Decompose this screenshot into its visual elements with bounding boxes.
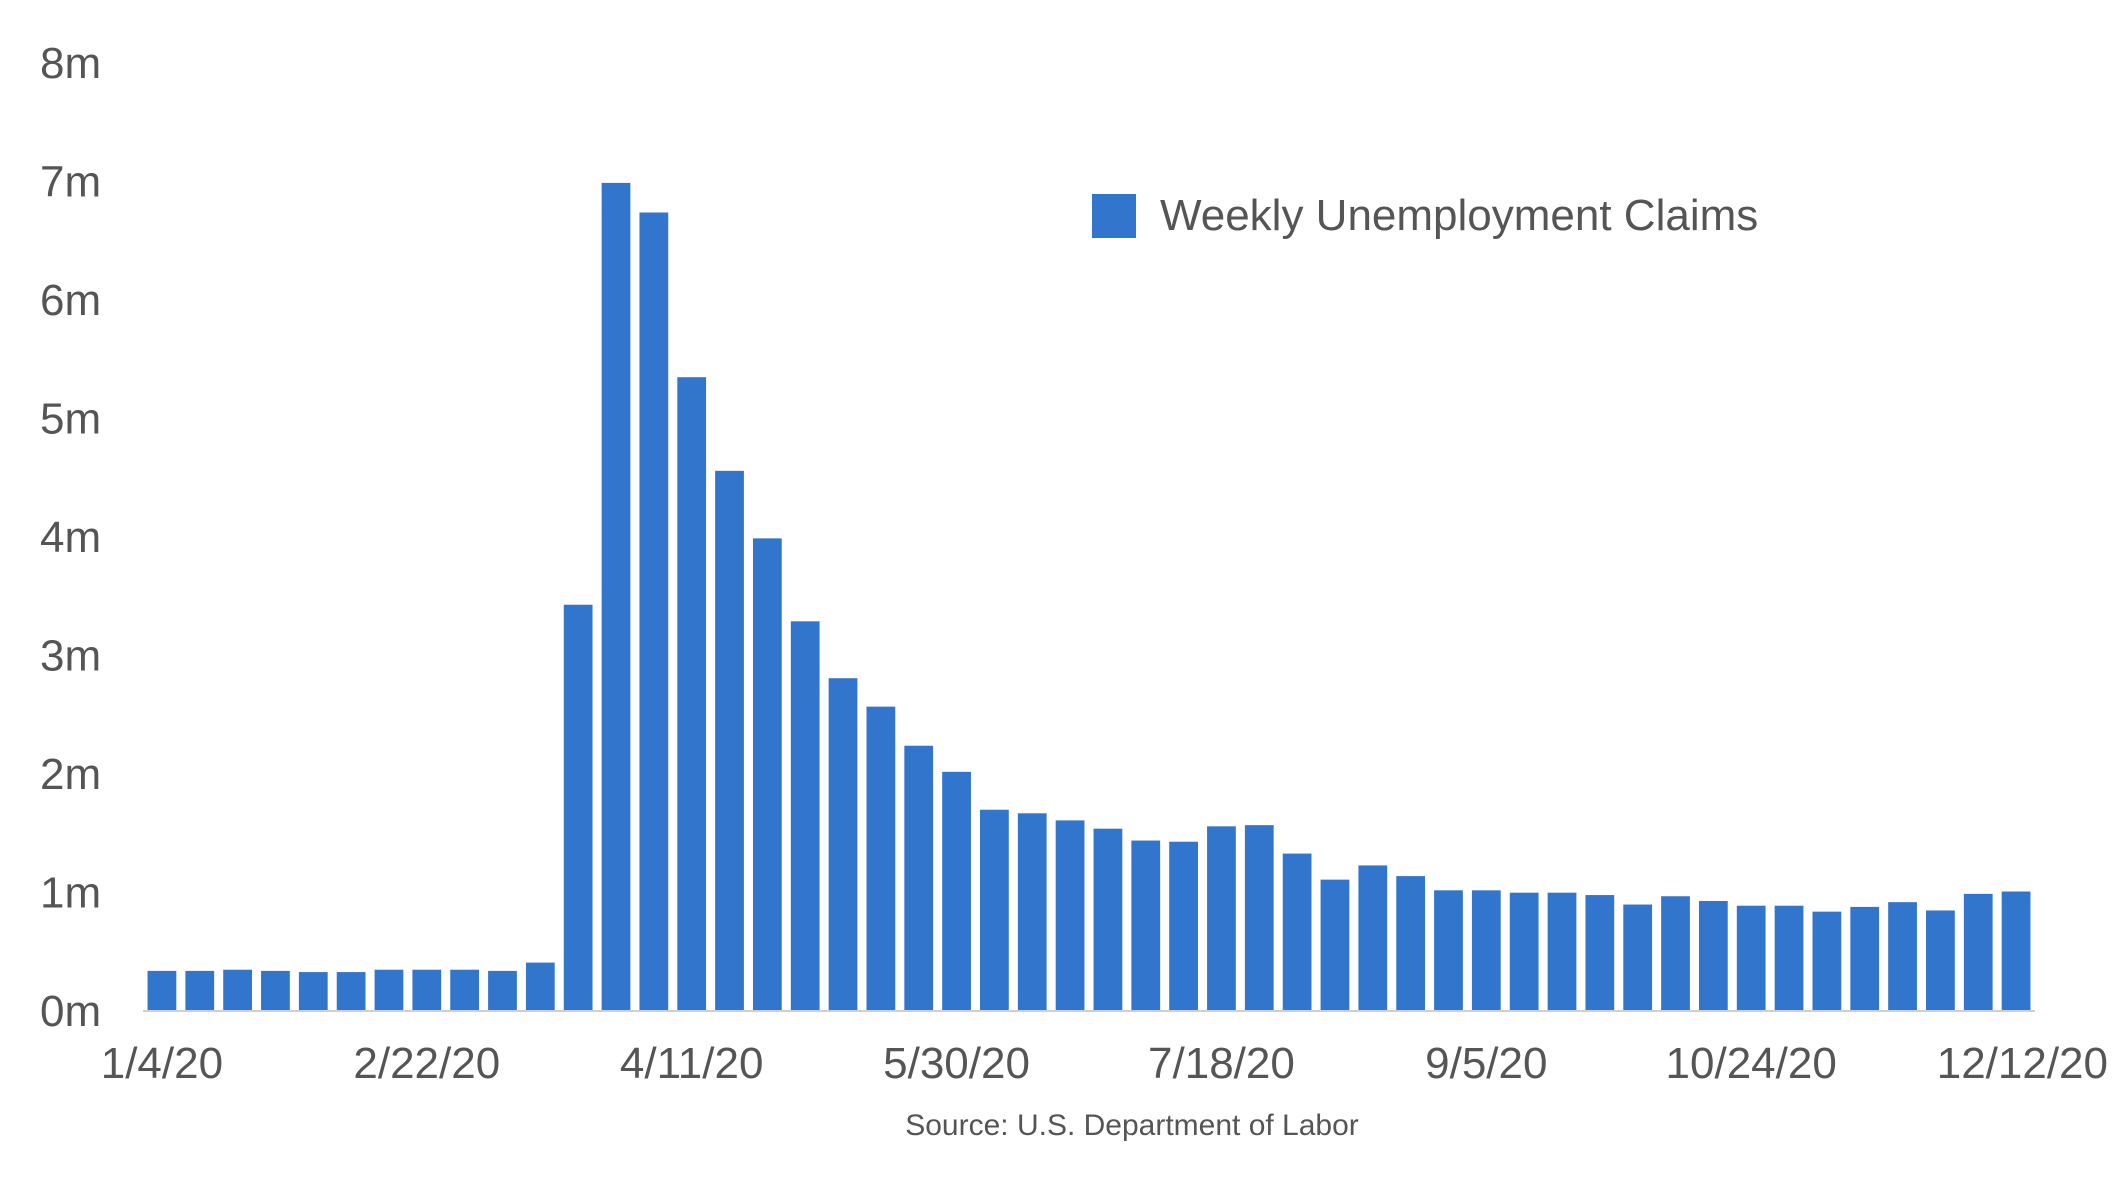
- bar: [1396, 876, 1426, 1010]
- y-tick-label: 3m: [40, 632, 101, 681]
- bars: [147, 182, 2031, 1011]
- bar: [1585, 895, 1615, 1010]
- bar: [1131, 840, 1161, 1010]
- bar: [601, 182, 631, 1010]
- bar: [261, 970, 290, 1010]
- bar: [1509, 892, 1539, 1010]
- bar: [1055, 820, 1085, 1010]
- bar: [1207, 826, 1236, 1010]
- bar: [677, 377, 707, 1011]
- bar: [942, 771, 971, 1010]
- y-axis: 0m 1m 2m 3m 4m 5m 6m 7m 8m: [40, 39, 101, 1036]
- bar: [790, 621, 820, 1010]
- y-tick-label: 6m: [40, 276, 101, 325]
- bar: [639, 212, 669, 1010]
- bar: [1774, 905, 1804, 1010]
- x-axis: 1/4/20 2/22/20 4/11/20 5/30/20 7/18/20 9/5/20…: [101, 1039, 2108, 1088]
- bar: [1093, 828, 1123, 1010]
- bar: [147, 970, 177, 1010]
- x-tick-label: 1/4/20: [101, 1039, 223, 1088]
- x-tick-label: 2/22/20: [353, 1039, 500, 1088]
- y-tick-label: 8m: [40, 39, 101, 88]
- bar: [1623, 904, 1653, 1010]
- bar: [1017, 813, 1047, 1010]
- bar: [1434, 890, 1463, 1010]
- x-tick-label: 5/30/20: [883, 1039, 1030, 1088]
- bar: [298, 972, 328, 1010]
- x-tick-label: 4/11/20: [620, 1039, 764, 1088]
- bar: [866, 706, 896, 1010]
- x-tick-label: 10/24/20: [1666, 1039, 1837, 1088]
- bar: [1471, 890, 1501, 1010]
- bar: [1244, 825, 1274, 1010]
- bar: [1736, 905, 1766, 1010]
- bar: [223, 969, 252, 1010]
- bar: [1850, 906, 1880, 1010]
- x-tick-label: 9/5/20: [1425, 1039, 1547, 1088]
- x-tick-label: 12/12/20: [1937, 1039, 2108, 1088]
- bar: [1358, 865, 1388, 1010]
- bar: [1661, 896, 1690, 1010]
- y-tick-label: 7m: [40, 158, 101, 207]
- bar: [1320, 879, 1350, 1010]
- bar: [752, 538, 782, 1010]
- bar: [488, 970, 517, 1010]
- y-tick-label: 5m: [40, 395, 101, 444]
- bar: [412, 969, 442, 1010]
- bar: [185, 970, 215, 1010]
- bar: [525, 962, 555, 1010]
- bar: [1926, 910, 1955, 1010]
- bar: [1547, 892, 1577, 1010]
- bar: [1812, 911, 1842, 1010]
- legend: Weekly Unemployment Claims: [1092, 191, 1758, 240]
- y-tick-label: 2m: [40, 750, 101, 799]
- bar: [980, 809, 1009, 1010]
- bar: [828, 678, 858, 1010]
- legend-label: Weekly Unemployment Claims: [1160, 191, 1758, 240]
- bar: [1698, 900, 1728, 1010]
- source-note: Source: U.S. Department of Labor: [905, 1109, 1359, 1142]
- bar: [374, 969, 404, 1010]
- y-tick-label: 1m: [40, 869, 101, 918]
- y-tick-label: 4m: [40, 513, 101, 562]
- bar: [336, 972, 366, 1010]
- x-tick-label: 7/18/20: [1148, 1039, 1295, 1088]
- y-tick-label: 0m: [40, 987, 101, 1036]
- bar: [1888, 902, 1917, 1010]
- bar: [1169, 841, 1198, 1010]
- bar: [2001, 891, 2031, 1010]
- bar: [1963, 893, 1993, 1010]
- bar: [563, 604, 593, 1010]
- bar: [450, 969, 480, 1010]
- bar: [715, 470, 744, 1011]
- legend-swatch: [1092, 194, 1136, 238]
- bar: [1282, 853, 1312, 1010]
- bar: [904, 745, 934, 1010]
